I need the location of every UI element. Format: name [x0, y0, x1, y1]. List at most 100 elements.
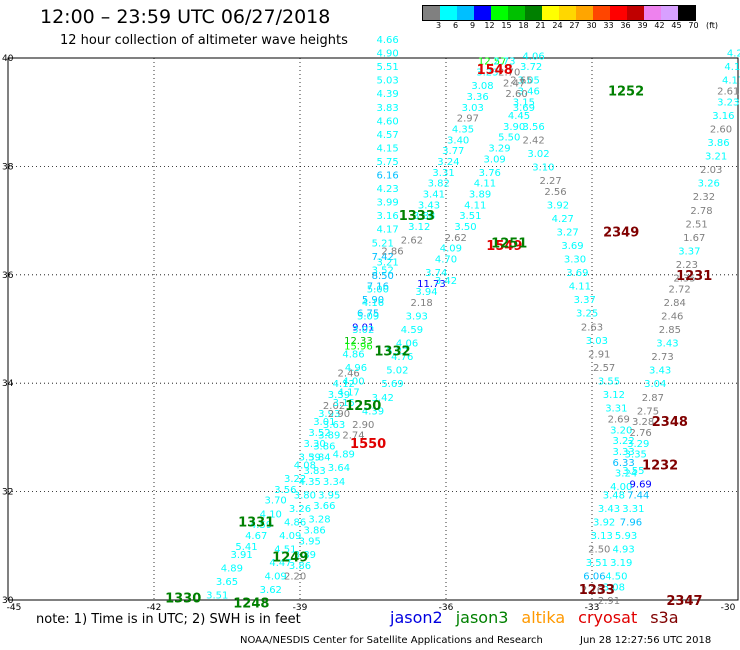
wave-height-point: 3.69 [561, 241, 583, 252]
satellite-label: jason2 [390, 608, 443, 627]
wave-height-point: 3.16 [712, 111, 734, 122]
lat-tick-label: 36 [2, 271, 14, 281]
legend-swatch [661, 6, 678, 20]
wave-height-point: 3.90 [503, 122, 525, 133]
wave-height-point: 4.76 [391, 352, 413, 363]
wave-height-point: 7.96 [620, 517, 642, 528]
legend-tick-label: 39 [637, 21, 648, 30]
lat-tick-label: 38 [2, 162, 14, 172]
legend-tick-label: 33 [603, 21, 614, 30]
wave-height-point: 3.51 [206, 591, 228, 602]
track-time-label: 2347 [666, 594, 702, 609]
wave-height-point: 6.06 [583, 572, 605, 583]
wave-height-point: 4.09 [265, 572, 287, 583]
legend-swatch [423, 6, 440, 20]
wave-height-point: 3.04 [644, 379, 666, 390]
wave-height-point: 2.85 [659, 325, 681, 336]
wave-height-point: 2.72 [668, 284, 690, 295]
wave-height-point: 3.12 [408, 222, 430, 233]
wave-height-point: 3.56 [522, 122, 544, 133]
wave-height-point: 3.36 [467, 92, 489, 103]
wave-height-point: 3.08 [603, 582, 625, 593]
wave-height-point: 5.75 [376, 157, 398, 168]
lon-tick-label: -30 [721, 603, 736, 613]
wave-height-point: 3.83 [303, 466, 325, 477]
wave-height-point: 2.42 [522, 135, 544, 146]
wave-height-point: 3.76 [479, 168, 501, 179]
generated-timestamp: Jun 28 12:27:56 UTC 2018 [580, 635, 712, 646]
wave-height-point: 2.87 [642, 393, 664, 404]
wave-height-point: 3.69 [513, 103, 535, 114]
wave-height-point: 4.90 [376, 49, 398, 60]
legend-tick-label: 42 [654, 21, 665, 30]
wave-height-point: 2.75 [637, 406, 659, 417]
wave-height-point: 5.09 [357, 311, 379, 322]
wave-height-point: 3.86 [707, 138, 729, 149]
wave-height-point: 3.27 [557, 227, 579, 238]
wave-height-point: 2.46 [338, 368, 360, 379]
map-grid [8, 58, 738, 600]
wave-height-point: 3.15 [513, 97, 535, 108]
legend-swatch [644, 6, 661, 20]
wave-height-point: 4.10 [260, 509, 282, 520]
legend-tick-label: 30 [586, 21, 597, 30]
wave-height-point: 2.73 [651, 352, 673, 363]
legend-swatch [542, 6, 559, 20]
wave-height-point: 3.66 [313, 501, 335, 512]
wave-height-point: 3.29 [488, 143, 510, 154]
wave-height-point: 2.65 [510, 76, 532, 87]
wave-height-point: 12.33 [344, 336, 373, 347]
legend-tick-label: 15 [501, 21, 512, 30]
wave-height-point: 2.69 [608, 414, 630, 425]
lon-tick-label: -45 [7, 603, 22, 613]
wave-height-point: 5.41 [235, 542, 257, 553]
wave-height-point: 2.18 [411, 298, 433, 309]
wave-height-point: 3.43 [418, 200, 440, 211]
wave-height-point: 3.31 [432, 168, 454, 179]
wave-height-point: 2.76 [630, 428, 652, 439]
lon-tick-label: -42 [147, 603, 162, 613]
wave-height-point: 3.02 [527, 149, 549, 160]
track-time-label: 1549 [486, 239, 522, 254]
wave-height-point: 3.10 [532, 162, 554, 173]
legend-swatch [474, 6, 491, 20]
wave-height-point: 4.59 [250, 520, 272, 531]
wave-height-point: 2.61 [717, 87, 739, 98]
wave-height-point: 2.47 [503, 78, 525, 89]
wave-height-point: 4.93 [613, 545, 635, 556]
wave-height-point: 3.62 [260, 585, 282, 596]
wave-height-point: 12.57 [478, 57, 507, 68]
wave-height-point: 8.50 [372, 271, 394, 282]
wave-height-point: 4.35 [299, 477, 321, 488]
wave-height-point: 3.08 [471, 81, 493, 92]
wave-height-point: 3.01 [313, 417, 335, 428]
wave-height-point: 3.77 [442, 146, 464, 157]
wave-height-point: 3.64 [328, 463, 350, 474]
wave-height-point: 2.62 [445, 233, 467, 244]
wave-height-point: 2.97 [457, 114, 479, 125]
map-subtitle: 12 hour collection of altimeter wave hei… [60, 33, 348, 48]
wave-height-point: 3.16 [376, 211, 398, 222]
wave-height-point: 4.00 [342, 376, 364, 387]
wave-height-point: 2.90 [328, 409, 350, 420]
wave-height-points: 3.513.654.893.915.414.674.594.103.703.56… [206, 35, 740, 607]
wave-height-point: 3.26 [289, 504, 311, 515]
wave-height-point: 3.51 [459, 211, 481, 222]
legend-tick-label: 70 [688, 21, 699, 30]
wave-height-point: 4.67 [245, 531, 267, 542]
legend-swatch [491, 6, 508, 20]
wave-height-point: 9.01 [352, 322, 374, 333]
wave-height-point: 4.89 [221, 563, 243, 574]
map-frame [7, 57, 739, 601]
wave-height-point: 2.70 [498, 68, 520, 79]
wave-height-point: 4.96 [345, 363, 367, 374]
wave-height-point: 3.52 [372, 265, 394, 276]
wave-height-point: 4.27 [552, 214, 574, 225]
track-time-label: 1232 [642, 459, 678, 474]
wave-height-point: 3.65 [216, 577, 238, 588]
wave-height-point: 3.95 [299, 536, 321, 547]
wave-height-point: 2.23 [676, 260, 698, 271]
wave-height-point: 3.31 [605, 404, 627, 415]
legend-tick-label: 24 [552, 21, 563, 30]
wave-height-point: 5.02 [386, 366, 408, 377]
